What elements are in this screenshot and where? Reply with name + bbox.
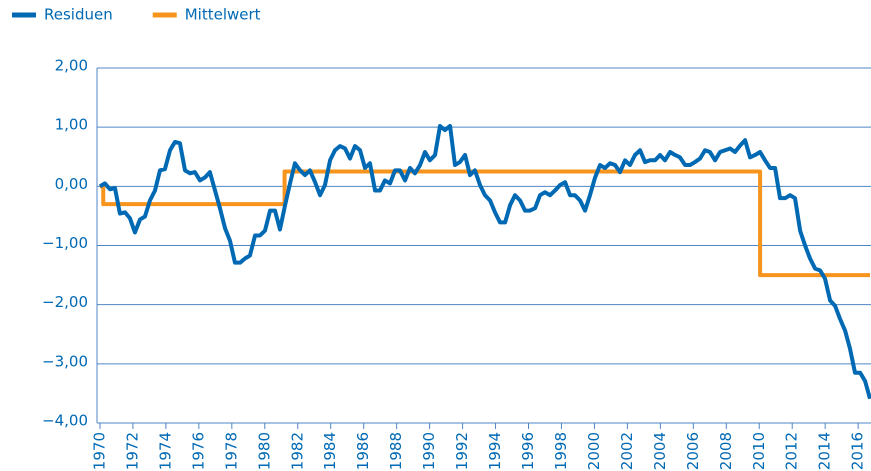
data-line	[99, 169, 871, 278]
x-tick-label: 1984	[321, 432, 339, 470]
data-line	[98, 123, 871, 400]
x-tick-label: 2012	[783, 432, 801, 470]
x-tick-label: 1982	[288, 432, 306, 470]
x-tick-label: 1998	[552, 432, 570, 470]
x-tick-label: 1972	[123, 432, 141, 470]
x-tick-label: 1992	[453, 432, 471, 470]
x-tick-label: 2000	[585, 432, 603, 470]
x-tick-label: 2002	[618, 432, 636, 470]
y-tick-label: 2,00	[55, 57, 88, 75]
x-tick-label: 2014	[816, 432, 834, 470]
x-tick-label: 2008	[717, 432, 735, 470]
x-tick-label: 1990	[420, 432, 438, 470]
x-tick-label: 1986	[354, 432, 372, 470]
x-tick-label: 1996	[519, 432, 537, 470]
y-tick-label: −2,00	[42, 293, 88, 311]
x-tick-label: 2010	[750, 432, 768, 470]
x-tick-label: 1980	[255, 432, 273, 470]
x-tick-label: 1970	[90, 432, 108, 470]
x-tick-label: 1974	[156, 432, 174, 470]
legend-label: Mittelwert	[185, 6, 261, 24]
x-tick-label: 2004	[651, 432, 669, 470]
y-tick-label: 1,00	[55, 116, 88, 134]
x-tick-label: 1994	[486, 432, 504, 470]
legend-label: Residuen	[44, 6, 113, 24]
y-tick-label: −3,00	[42, 352, 88, 370]
y-tick-label: 0,00	[55, 175, 88, 193]
x-tick-label: 1976	[189, 432, 207, 470]
x-tick-label: 2016	[849, 432, 867, 470]
x-tick-label: 1978	[222, 432, 240, 470]
y-tick-label: −4,00	[42, 412, 88, 430]
y-tick-label: −1,00	[42, 234, 88, 252]
x-tick-label: 1988	[387, 432, 405, 470]
x-tick-label: 2006	[684, 432, 702, 470]
